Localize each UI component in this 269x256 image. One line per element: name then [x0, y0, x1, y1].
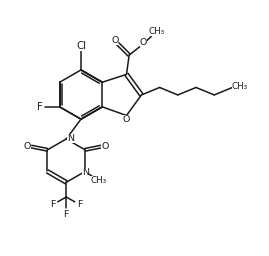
Text: Cl: Cl	[76, 41, 86, 51]
Text: O: O	[140, 38, 147, 47]
Text: O: O	[122, 115, 130, 124]
Text: N: N	[68, 134, 75, 143]
Text: F: F	[77, 200, 83, 209]
Text: O: O	[111, 36, 118, 45]
Text: CH₃: CH₃	[148, 27, 165, 36]
Text: CH₃: CH₃	[91, 176, 107, 185]
Text: O: O	[101, 142, 109, 151]
Text: F: F	[37, 102, 43, 112]
Text: CH₃: CH₃	[232, 82, 248, 91]
Text: F: F	[50, 200, 55, 209]
Text: F: F	[63, 210, 69, 219]
Text: O: O	[24, 142, 31, 151]
Text: N: N	[82, 168, 89, 177]
